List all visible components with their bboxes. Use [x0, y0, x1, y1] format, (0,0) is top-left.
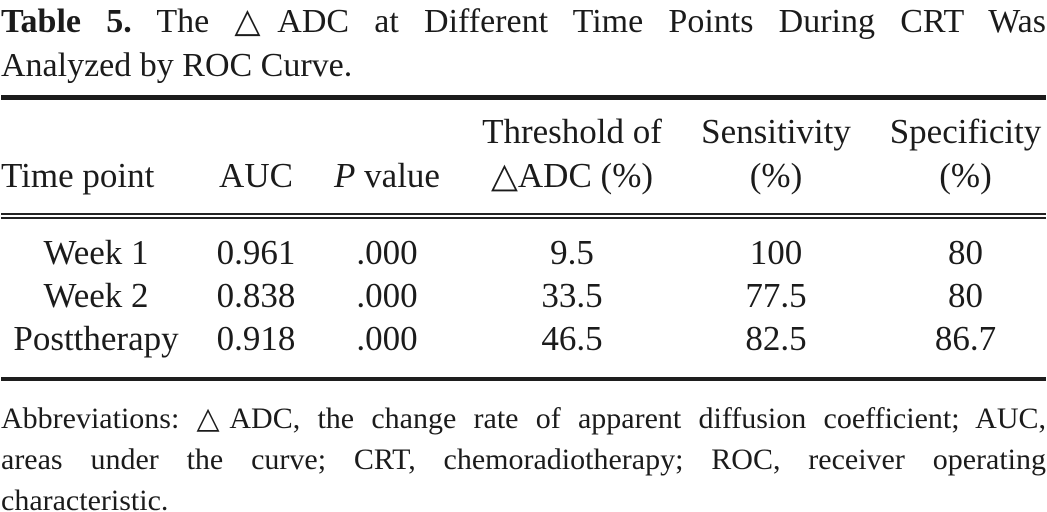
cell-sensitivity: 100 [749, 233, 803, 272]
specificity-header-line1: Specificity [889, 112, 1042, 151]
column-header-threshold: Threshold of △ADC (%) [453, 110, 691, 198]
column-header-p-value: P value [321, 154, 453, 198]
cell-sensitivity: 77.5 [745, 276, 807, 315]
cell-threshold: 33.5 [541, 276, 603, 315]
cell-time-point: Week 1 [43, 233, 149, 272]
cell-time-point: Posttherapy [13, 319, 179, 358]
table-header-rule [1, 213, 1046, 219]
cell-auc: 0.961 [216, 233, 296, 272]
specificity-header-line2: (%) [939, 156, 992, 195]
cell-threshold: 46.5 [541, 319, 603, 358]
table-caption-line2: Analyzed by ROC Curve. [1, 47, 353, 84]
column-header-time-point: Time point [1, 156, 155, 195]
footnote-line3: characteristic. [1, 484, 169, 512]
p-value-italic-p: P [334, 156, 356, 195]
table-caption: Table 5. The △ADC at Different Time Poin… [1, 0, 1046, 88]
table-caption-text: The △ADC at Different Time Points During… [156, 3, 1046, 40]
cell-specificity: 80 [948, 233, 983, 272]
column-header-auc: AUC [219, 156, 293, 195]
cell-time-point: Week 2 [43, 276, 149, 315]
cell-auc: 0.918 [216, 319, 296, 358]
cell-specificity: 80 [948, 276, 983, 315]
table-body: Week 1 0.961 .000 9.5 100 80 Week 2 0.83… [1, 219, 1046, 377]
table-row-posttherapy: Posttherapy 0.918 .000 46.5 82.5 86.7 [1, 317, 1046, 360]
table-footnote: Abbreviations: △ADC, the change rate of … [1, 381, 1046, 512]
table-row-week2: Week 2 0.838 .000 33.5 77.5 80 [1, 274, 1046, 317]
cell-specificity: 86.7 [934, 319, 997, 358]
column-header-sensitivity: Sensitivity (%) [691, 110, 861, 198]
threshold-header-line1: Threshold of [482, 112, 662, 151]
cell-p-value: .000 [356, 319, 418, 358]
cell-auc: 0.838 [216, 276, 296, 315]
threshold-header-line2: △ADC (%) [490, 156, 654, 195]
column-header-specificity: Specificity (%) [861, 110, 1047, 198]
sensitivity-header-line1: Sensitivity [701, 112, 851, 151]
table-caption-line1: Table 5. The △ADC at Different Time Poin… [1, 0, 1046, 44]
table-top-rule [1, 95, 1046, 100]
footnote-line1: Abbreviations: △ADC, the change rate of … [1, 402, 1046, 435]
sensitivity-header-line2: (%) [749, 156, 803, 195]
table-header-row: Time point AUC P value Threshold of △ADC … [1, 100, 1046, 213]
footnote-line2: areas under the curve; CRT, chemoradioth… [1, 443, 1046, 476]
cell-threshold: 9.5 [550, 233, 594, 272]
p-value-rest: value [364, 156, 440, 195]
table-number-label: Table 5. [1, 3, 132, 40]
table-row-week1: Week 1 0.961 .000 9.5 100 80 [1, 231, 1046, 274]
cell-p-value: .000 [356, 276, 418, 315]
cell-p-value: .000 [356, 233, 418, 272]
cell-sensitivity: 82.5 [745, 319, 807, 358]
table-bottom-rule [1, 377, 1046, 381]
